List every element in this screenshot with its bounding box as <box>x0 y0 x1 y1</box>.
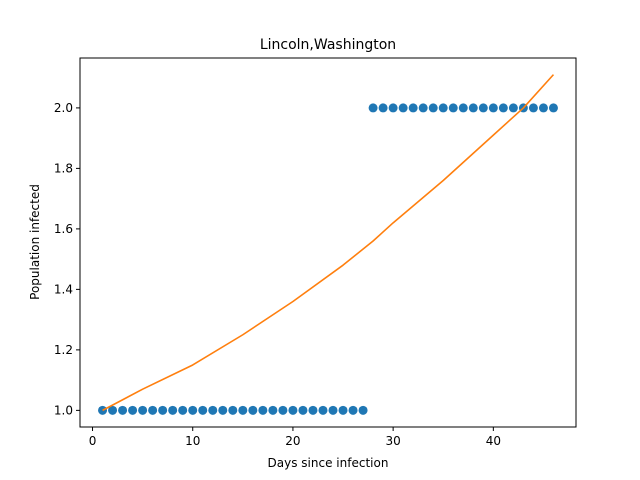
scatter-point <box>348 405 358 415</box>
scatter-point <box>398 103 408 113</box>
scatter-point <box>478 103 488 113</box>
scatter-point <box>268 405 278 415</box>
y-tick-label: 1.8 <box>54 161 73 175</box>
scatter-point <box>228 405 238 415</box>
x-axis: 0 10 20 30 40 <box>89 427 501 448</box>
y-tick-label: 1.2 <box>54 343 73 357</box>
scatter-point <box>538 103 548 113</box>
scatter-point <box>438 103 448 113</box>
x-tick-label: 0 <box>89 434 97 448</box>
scatter-point <box>368 103 378 113</box>
scatter-point <box>488 103 498 113</box>
scatter-point <box>418 103 428 113</box>
scatter-point <box>288 405 298 415</box>
scatter-point <box>108 405 118 415</box>
scatter-point <box>498 103 508 113</box>
scatter-point <box>528 103 538 113</box>
scatter-point <box>378 103 388 113</box>
scatter-point <box>458 103 468 113</box>
x-tick-label: 40 <box>486 434 501 448</box>
scatter-point <box>188 405 198 415</box>
chart-marks <box>98 74 558 415</box>
y-tick-label: 1.6 <box>54 222 73 236</box>
x-tick-label: 10 <box>185 434 200 448</box>
scatter-point <box>198 405 208 415</box>
scatter-point <box>128 405 138 415</box>
scatter-point <box>168 405 178 415</box>
y-axis-label: Population infected <box>28 184 42 300</box>
scatter-point <box>258 405 268 415</box>
chart-title: Lincoln,Washington <box>260 37 396 53</box>
y-axis: 1.0 1.2 1.4 1.6 1.8 2.0 <box>54 101 80 417</box>
scatter-point <box>548 103 558 113</box>
scatter-point <box>138 405 148 415</box>
scatter-point <box>148 405 158 415</box>
scatter-point <box>338 405 348 415</box>
scatter-point <box>178 405 188 415</box>
scatter-point <box>468 103 478 113</box>
scatter-point <box>428 103 438 113</box>
scatter-point <box>328 405 338 415</box>
scatter-point <box>508 103 518 113</box>
scatter-point <box>158 405 168 415</box>
scatter-point <box>278 405 288 415</box>
scatter-point <box>248 405 258 415</box>
scatter-point <box>218 405 228 415</box>
x-tick-label: 20 <box>285 434 300 448</box>
y-tick-label: 1.0 <box>54 403 73 417</box>
scatter-point <box>448 103 458 113</box>
scatter-point <box>358 405 368 415</box>
scatter-point <box>308 405 318 415</box>
y-tick-label: 2.0 <box>54 101 73 115</box>
scatter-point <box>298 405 308 415</box>
y-tick-label: 1.4 <box>54 282 73 296</box>
fit-curve-line <box>102 74 555 412</box>
scatter-point <box>238 405 248 415</box>
x-axis-label: Days since infection <box>268 456 389 470</box>
scatter-point <box>408 103 418 113</box>
scatter-point <box>388 103 398 113</box>
x-tick-label: 30 <box>385 434 400 448</box>
scatter-point <box>208 405 218 415</box>
plot-area-frame <box>79 57 577 428</box>
scatter-point <box>318 405 328 415</box>
scatter-point <box>118 405 128 415</box>
